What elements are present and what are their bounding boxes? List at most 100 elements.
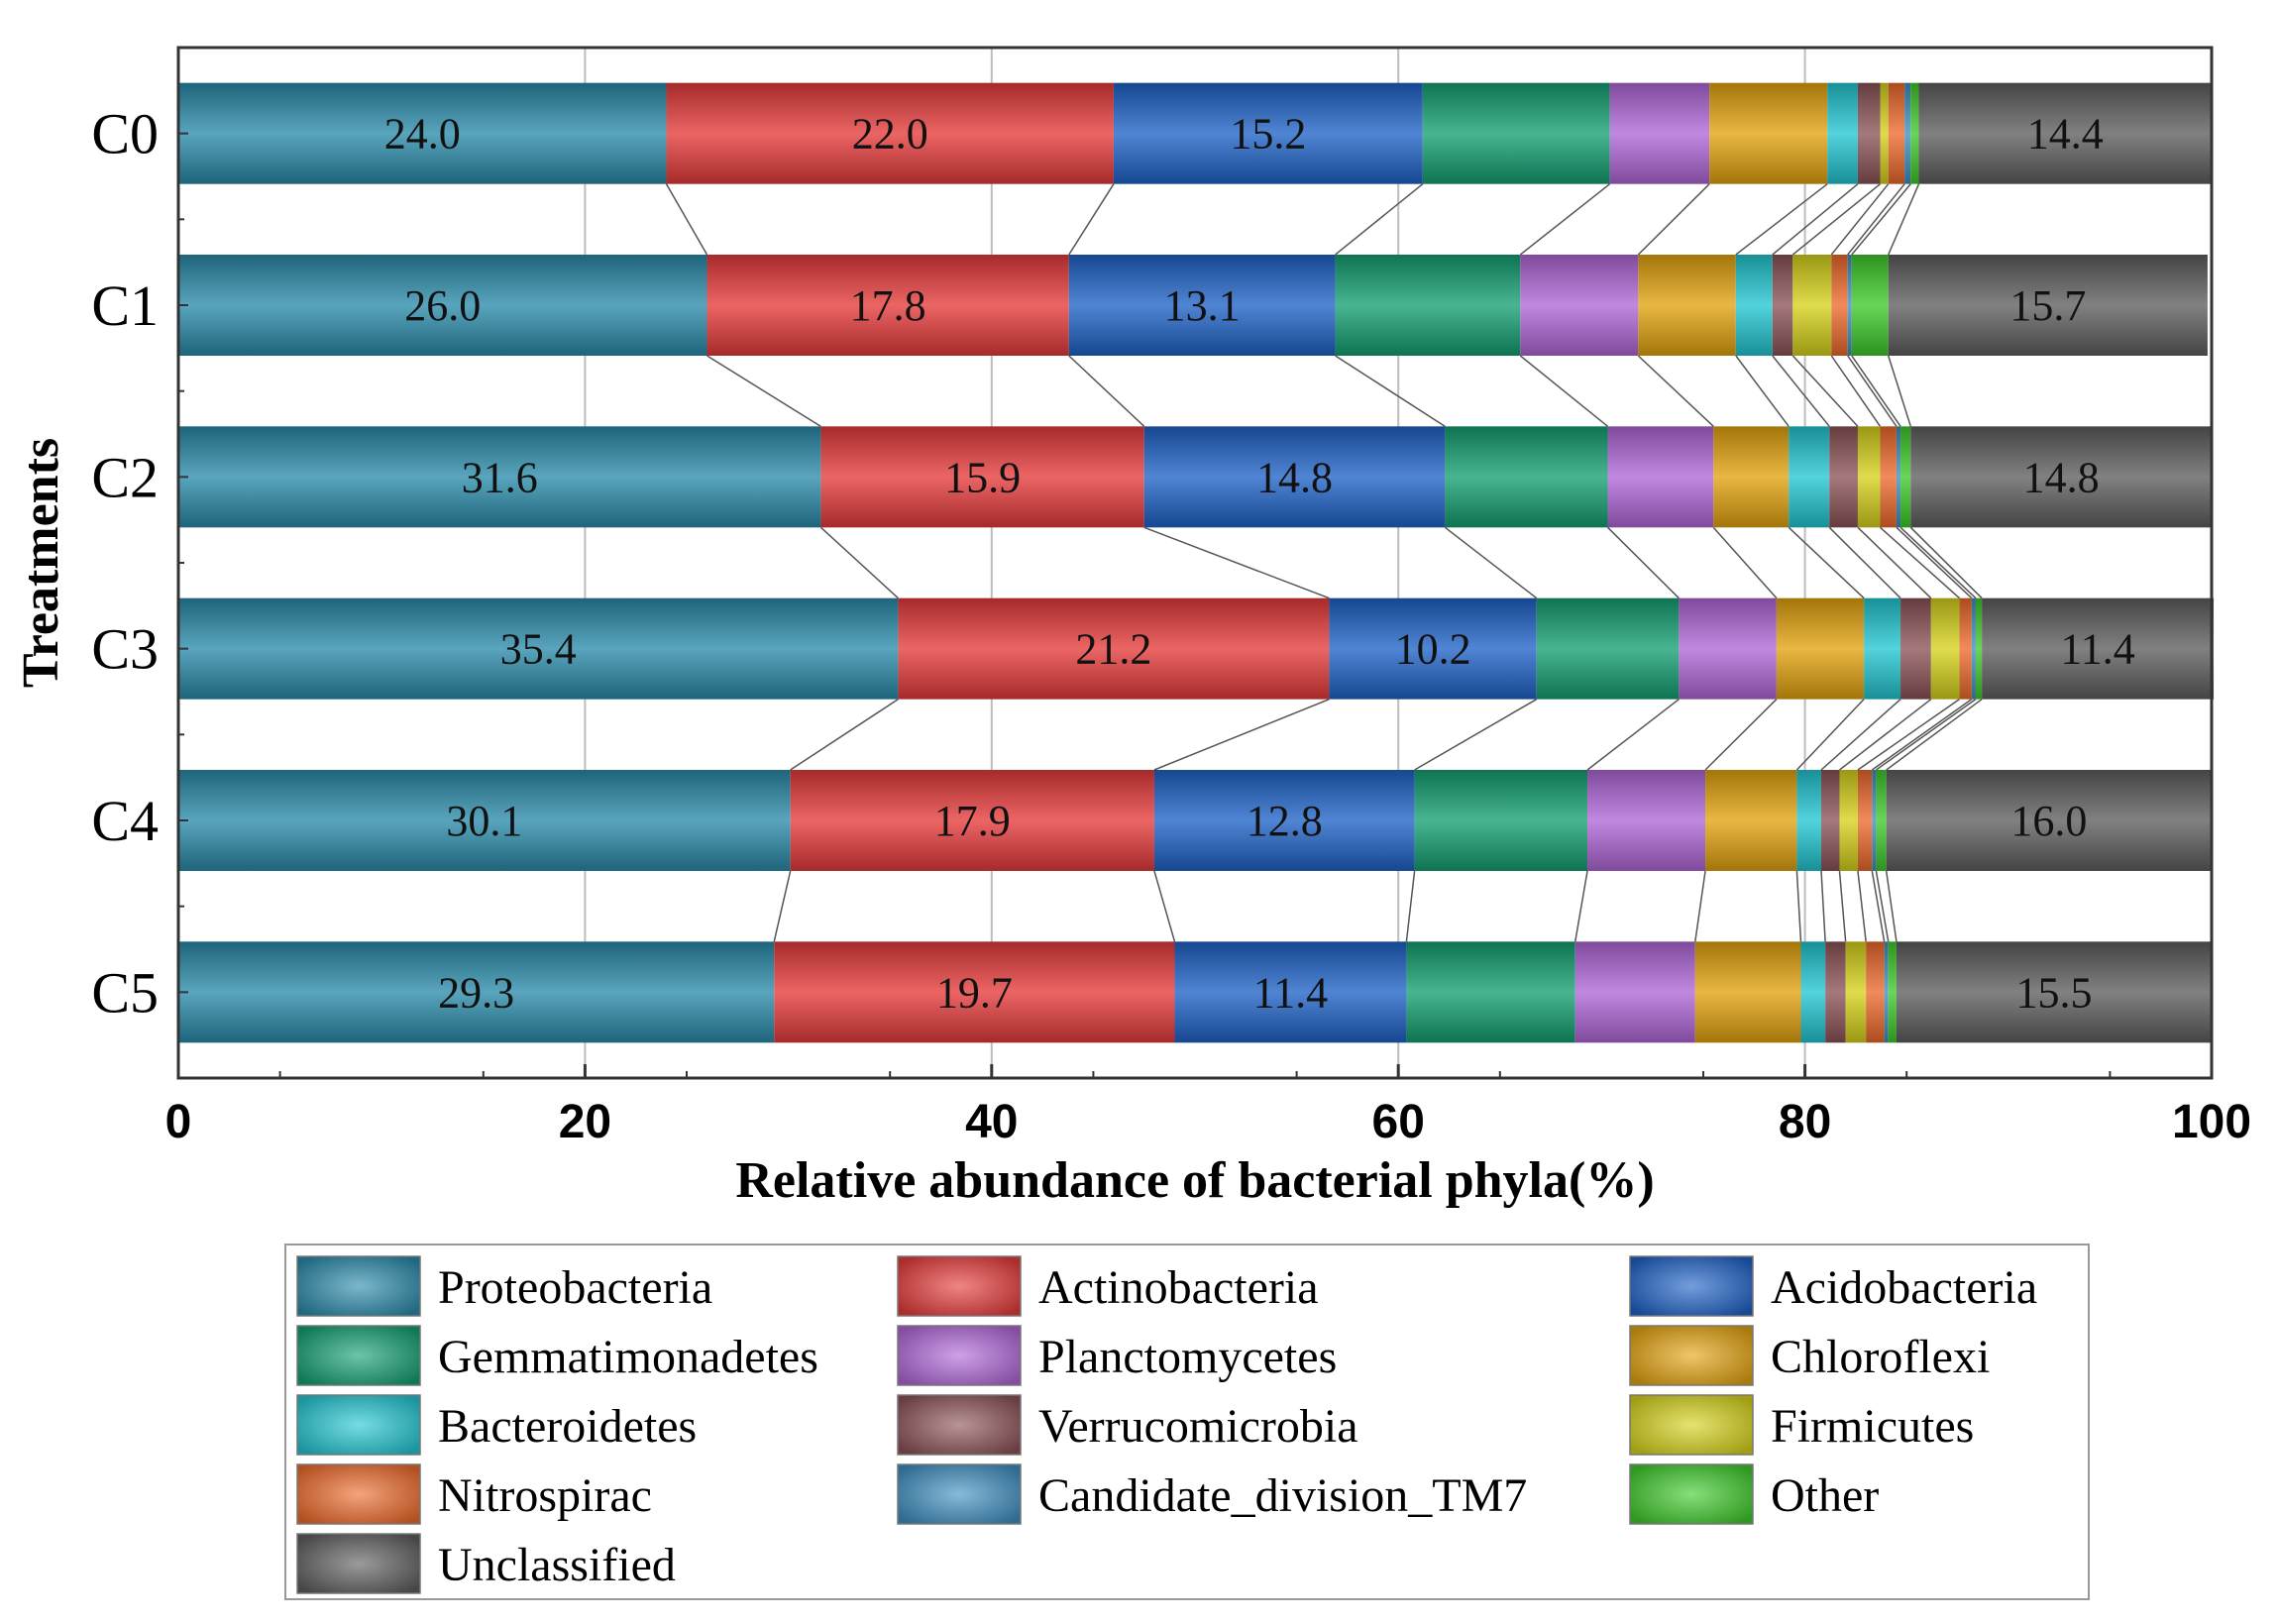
bar-c2-bacteroidetes bbox=[1789, 426, 1830, 528]
bar-c4-planctomycetes bbox=[1587, 770, 1706, 871]
category-label-c1: C1 bbox=[91, 273, 159, 338]
bar-c5-gemmatimonadetes bbox=[1406, 941, 1575, 1043]
connector-line bbox=[1857, 699, 1960, 771]
bar-c4-acidobacteria bbox=[1153, 770, 1415, 871]
legend-label-firmicutes: Firmicutes bbox=[1771, 1400, 1974, 1453]
connector-line bbox=[1519, 183, 1611, 256]
value-label-c5-actinobacteria: 19.7 bbox=[936, 968, 1013, 1017]
connector-line bbox=[1875, 870, 1890, 942]
value-label-c2-proteobacteria: 31.6 bbox=[462, 453, 538, 501]
bar-c3-actinobacteria bbox=[898, 597, 1330, 700]
connector-line bbox=[773, 870, 792, 942]
category-label-c5: C5 bbox=[91, 960, 159, 1025]
bar-c2-gemmatimonadetes bbox=[1445, 426, 1608, 528]
value-label-c0-proteobacteria: 24.0 bbox=[384, 110, 461, 159]
value-label-c4-proteobacteria: 30.1 bbox=[446, 797, 522, 845]
connector-line bbox=[1694, 870, 1706, 942]
bar-c2-firmicutes bbox=[1857, 426, 1881, 528]
connector-line bbox=[1444, 526, 1538, 599]
connector-line bbox=[1153, 870, 1176, 942]
connector-line bbox=[1838, 870, 1847, 942]
legend-label-actinobacteria: Actinobacteria bbox=[1038, 1261, 1319, 1314]
bar-c3-verrucomicrobia bbox=[1900, 597, 1931, 700]
connector-line bbox=[1414, 699, 1538, 771]
value-label-c0-acidobacteria: 15.2 bbox=[1230, 110, 1306, 159]
bar-c4-bacteroidetes bbox=[1796, 770, 1822, 871]
x-tick-label-60: 60 bbox=[1372, 1096, 1425, 1148]
legend-label-bacteroidetes: Bacteroidetes bbox=[438, 1400, 697, 1453]
bar-c1-firmicutes bbox=[1792, 255, 1832, 356]
value-label-c2-acidobacteria: 14.8 bbox=[1256, 453, 1333, 501]
bar-c5-verrucomicrobia bbox=[1825, 941, 1846, 1043]
legend-label-unclassified: Unclassified bbox=[438, 1539, 676, 1591]
value-label-c3-proteobacteria: 35.4 bbox=[500, 625, 577, 674]
x-tick-label-20: 20 bbox=[559, 1096, 611, 1148]
connector-line bbox=[706, 355, 821, 427]
legend-label-planctomycetes: Planctomycetes bbox=[1038, 1331, 1337, 1383]
connector-line bbox=[1795, 870, 1802, 942]
value-label-c5-acidobacteria: 11.4 bbox=[1253, 968, 1328, 1017]
bar-c1-bacteroidetes bbox=[1735, 255, 1773, 356]
bar-c5-other bbox=[1888, 941, 1897, 1043]
connector-line bbox=[1830, 355, 1882, 427]
connector-line bbox=[1851, 355, 1901, 427]
legend-box bbox=[284, 1244, 2090, 1600]
bar-c2-unclassified bbox=[1910, 426, 2212, 528]
bar-c4-nitrospirac bbox=[1857, 770, 1873, 871]
connector-line bbox=[665, 183, 708, 256]
value-label-c3-acidobacteria: 10.2 bbox=[1395, 625, 1471, 674]
bar-c1-unclassified bbox=[1888, 255, 2208, 356]
bar-c0-actinobacteria bbox=[666, 82, 1114, 184]
bar-c2-other bbox=[1900, 426, 1911, 528]
label-layer: 24.0 22.0 15.2 14.4 26.0 17.8 13.1 15.7 31.6 15.9… bbox=[384, 110, 2135, 1018]
value-label-c4-acidobacteria: 12.8 bbox=[1247, 797, 1323, 845]
legend-swatch-nitrospirac bbox=[296, 1463, 421, 1525]
connector-line bbox=[1899, 526, 1977, 599]
connector-line bbox=[1586, 699, 1680, 771]
legend-swatch-unclassified bbox=[296, 1533, 421, 1594]
connector-line bbox=[1772, 183, 1859, 256]
bar-c4-unclassified bbox=[1886, 770, 2212, 871]
connector-line bbox=[1788, 526, 1865, 599]
connector-line bbox=[1153, 698, 1330, 771]
bar-c4-proteobacteria bbox=[178, 770, 791, 871]
legend-swatch-chloroflexi bbox=[1629, 1325, 1754, 1386]
connector-line bbox=[1607, 526, 1680, 599]
legend-label-proteobacteria: Proteobacteria bbox=[438, 1261, 712, 1314]
connector-line bbox=[1735, 183, 1828, 256]
connector-line bbox=[1820, 699, 1901, 771]
connector-line bbox=[1847, 183, 1905, 256]
bar-c2-planctomycetes bbox=[1607, 426, 1714, 528]
value-label-c3-actinobacteria: 21.2 bbox=[1075, 625, 1151, 674]
value-label-c4-actinobacteria: 17.9 bbox=[934, 797, 1011, 845]
bar-c5-candidate-division-tm7 bbox=[1884, 941, 1889, 1043]
connector-line bbox=[1335, 183, 1424, 256]
connector-line bbox=[1791, 183, 1881, 256]
bar-c1-planctomycetes bbox=[1520, 255, 1639, 356]
category-label-c4: C4 bbox=[91, 789, 159, 853]
bar-c4-actinobacteria bbox=[790, 770, 1154, 871]
bar-c2-candidate-division-tm7 bbox=[1896, 426, 1901, 528]
connector-line bbox=[1851, 183, 1911, 256]
legend-swatch-proteobacteria bbox=[296, 1255, 421, 1317]
legend-swatch-planctomycetes bbox=[897, 1325, 1022, 1386]
bar-c3-unclassified bbox=[1982, 597, 2215, 700]
connector-line bbox=[1871, 870, 1886, 942]
bar-c4-chloroflexi bbox=[1705, 770, 1797, 871]
y-axis-title: Treatments bbox=[13, 438, 69, 688]
axis-layer: C0 C1 C2 C3 C4 C5 0 20 40 60 80 100 bbox=[91, 102, 2251, 1148]
bar-c4-verrucomicrobia bbox=[1821, 770, 1840, 871]
connector-line bbox=[1735, 355, 1790, 427]
bar-c5-bacteroidetes bbox=[1800, 941, 1826, 1043]
bar-c5-nitrospirac bbox=[1866, 941, 1885, 1043]
connector-line bbox=[1875, 699, 1977, 771]
connector-line bbox=[1795, 699, 1865, 771]
bar-c1-gemmatimonadetes bbox=[1335, 255, 1521, 356]
connector-line bbox=[1828, 526, 1901, 599]
bar-c1-other bbox=[1851, 255, 1889, 356]
legend-label-other: Other bbox=[1771, 1469, 1879, 1522]
bar-c2-proteobacteria bbox=[178, 426, 821, 528]
legend-swatch-gemmatimonadetes bbox=[296, 1325, 421, 1386]
bar-layer bbox=[178, 82, 2215, 1043]
connector-line bbox=[1704, 699, 1778, 771]
